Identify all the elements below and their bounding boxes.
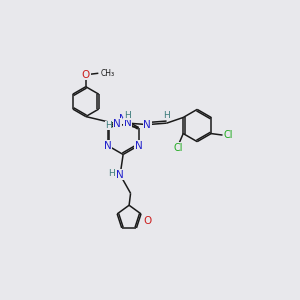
- Text: N: N: [143, 120, 151, 130]
- Text: CH₃: CH₃: [101, 69, 115, 78]
- Text: H: H: [105, 121, 112, 130]
- Text: N: N: [116, 170, 124, 180]
- Text: Cl: Cl: [174, 143, 184, 153]
- Text: N: N: [124, 118, 132, 128]
- Text: O: O: [143, 216, 151, 226]
- Text: N: N: [119, 114, 127, 124]
- Text: N: N: [135, 140, 142, 151]
- Text: H: H: [124, 111, 131, 120]
- Text: O: O: [82, 70, 90, 80]
- Text: N: N: [104, 140, 112, 151]
- Text: H: H: [108, 169, 115, 178]
- Text: H: H: [164, 111, 170, 120]
- Text: N: N: [113, 119, 121, 129]
- Text: Cl: Cl: [223, 130, 232, 140]
